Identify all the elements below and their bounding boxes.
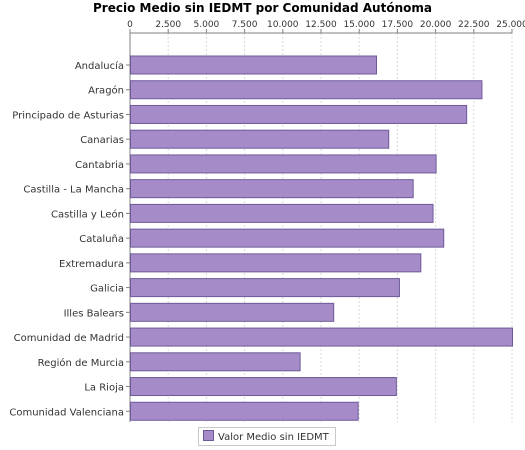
x-tick-label: 20.000 — [420, 20, 452, 30]
bar — [130, 327, 513, 347]
x-tick-label: 5.000 — [194, 20, 220, 30]
legend: Valor Medio sin IEDMT — [198, 427, 336, 446]
category-label: Aragón — [88, 85, 124, 97]
bar — [130, 253, 422, 273]
x-tick-label: 12.500 — [305, 20, 337, 30]
bar — [130, 154, 437, 174]
category-label: Comunidad Valenciana — [9, 407, 124, 418]
category-label: Comunidad de Madrid — [14, 333, 124, 344]
bar — [130, 377, 397, 397]
bar — [130, 179, 414, 199]
category-label: Castilla - La Mancha — [23, 185, 124, 196]
legend-label: Valor Medio sin IEDMT — [218, 432, 329, 443]
category-label: Galicia — [90, 284, 124, 295]
bar — [130, 55, 378, 75]
bar — [130, 302, 335, 322]
x-tick-label: 22.500 — [458, 20, 490, 30]
bar — [130, 129, 390, 149]
bar — [130, 352, 301, 372]
x-tick-label: 25.000 — [496, 20, 525, 30]
x-tick-label: 7.500 — [232, 20, 258, 30]
bar — [130, 278, 400, 298]
bar — [130, 228, 445, 248]
x-tick-label: 15.000 — [343, 20, 375, 30]
category-label: Principado de Asturias — [12, 110, 124, 121]
x-tick-label: 2.500 — [155, 20, 181, 30]
legend-swatch — [203, 430, 214, 441]
bar — [130, 401, 359, 421]
category-label: Andalucía — [75, 60, 124, 72]
bar — [130, 203, 434, 223]
bar — [130, 80, 483, 100]
category-label: La Rioja — [84, 383, 124, 394]
x-tick-label: 10.000 — [267, 20, 299, 30]
category-label: Castilla y León — [51, 208, 124, 220]
category-label: Illes Balears — [64, 308, 124, 319]
category-label: Canarias — [80, 135, 124, 146]
x-tick-label: 17.500 — [382, 20, 414, 30]
bar — [130, 104, 468, 124]
category-label: Cataluña — [79, 234, 124, 245]
category-label: Extremadura — [59, 259, 124, 270]
chart-title: Precio Medio sin IEDMT por Comunidad Aut… — [93, 1, 432, 15]
category-label: Cantabria — [75, 160, 124, 171]
x-tick-label: 0 — [127, 20, 133, 30]
category-label: Región de Murcia — [38, 357, 124, 369]
